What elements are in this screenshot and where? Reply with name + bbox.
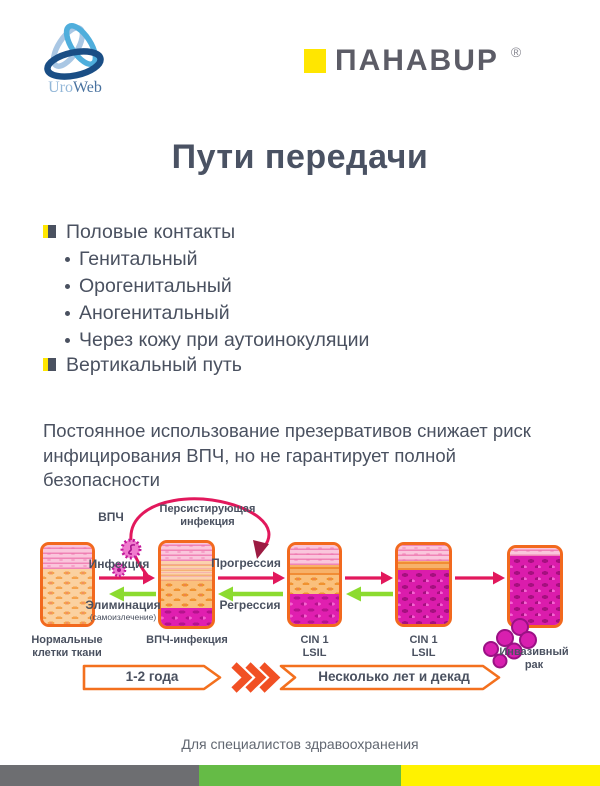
- timeline-right-label: Несколько лет и декад: [318, 669, 470, 684]
- tissue-layer: [398, 545, 449, 561]
- tissue-layer: [161, 607, 212, 626]
- list-subitem-label: Аногенитальный: [79, 302, 230, 324]
- tissue-layer: [161, 581, 212, 608]
- stage-normal-label-line2: клетки ткани: [32, 647, 102, 659]
- list-item-label: Вертикальный путь: [66, 354, 242, 376]
- stage-cin1b-label-line1: CIN 1: [409, 634, 438, 646]
- tissue-block-cin1-a: [287, 542, 342, 627]
- uroweb-logo-icon: UroWeb: [44, 23, 104, 96]
- footer-bar-green-segment: [199, 765, 401, 786]
- tissue-block-invasive-cancer: [507, 545, 563, 628]
- list-subitem-label: Через кожу при аутоинокуляции: [79, 329, 370, 351]
- panavir-wordmark: ПАНАВUP: [335, 44, 499, 77]
- dot-bullet-icon: [65, 257, 70, 262]
- loop-arrowhead-icon: [253, 540, 269, 559]
- elimination-label: Элиминация: [85, 598, 161, 612]
- vph-label: ВПЧ: [98, 510, 124, 524]
- list-item: Половые контакты: [43, 219, 235, 245]
- list-item-label: Половые контакты: [66, 221, 236, 243]
- tissue-layer: [398, 570, 449, 624]
- progression-arrows: [99, 571, 505, 585]
- regression-label: Регрессия: [219, 598, 281, 612]
- list-subitem: Орогенитальный: [65, 273, 232, 299]
- stage-cin1b-label-line2: LSIL: [411, 647, 436, 659]
- hpv-progression-diagram: ВПЧ Инфекция Персистирующая инфекция Про…: [0, 495, 600, 710]
- stage-normal-label-line1: Нормальные: [31, 634, 103, 646]
- timeline-arrow-shapes: [82, 664, 501, 691]
- tissue-block-cin1-b: [395, 542, 452, 627]
- audience-disclaimer: Для специалистов здравоохранения: [181, 736, 419, 752]
- infection-label: Инфекция: [88, 557, 150, 571]
- tissue-block-hpv-infection: [158, 540, 215, 629]
- tissue-layer: [290, 545, 339, 565]
- list-subitem-label: Орогенитальный: [79, 275, 232, 297]
- tissue-layer: [161, 561, 212, 582]
- hpv-virus-icon: [111, 538, 142, 578]
- square-bullet-icon: [43, 225, 56, 238]
- progression-label: Прогрессия: [211, 556, 281, 570]
- stage-invasive-label-line1: Инвазивный: [499, 646, 569, 658]
- square-bullet-icon: [43, 358, 56, 371]
- tissue-layer: [290, 564, 339, 576]
- tissue-block-normal: [40, 542, 95, 627]
- tissue-layer: [510, 548, 560, 556]
- tissue-layer: [510, 555, 560, 625]
- list-subitem: Генитальный: [65, 246, 198, 272]
- condom-note: Постоянное использование презервативов с…: [43, 420, 531, 490]
- uroweb-wordmark: UroWeb: [48, 79, 102, 96]
- persistent-infection-label-line1: Персистирующая: [159, 503, 256, 515]
- tissue-layer: [161, 543, 212, 562]
- stage-cin1a-label-line1: CIN 1: [300, 634, 329, 646]
- diagram-arrows-overlay: [82, 497, 537, 693]
- dot-bullet-icon: [65, 338, 70, 343]
- footer-color-bar: [0, 765, 600, 786]
- panavir-yellow-square-icon: [304, 49, 326, 73]
- timeline-chevrons-icon: [231, 662, 281, 693]
- footer-bar-gray-segment: [0, 765, 199, 786]
- dot-bullet-icon: [65, 284, 70, 289]
- invasive-cells-icon: [483, 618, 537, 669]
- timeline-left-label: 1-2 года: [125, 669, 179, 684]
- stage-hpv-label: ВПЧ-инфекция: [146, 634, 228, 646]
- persistent-infection-label-line2: инфекция: [180, 516, 235, 528]
- tissue-layer: [290, 593, 339, 624]
- stage-cin1a-label-line2: LSIL: [302, 647, 327, 659]
- tissue-layer: [398, 560, 449, 571]
- tissue-layer: [43, 545, 92, 569]
- registered-trademark-symbol: ®: [510, 44, 522, 60]
- persistent-infection-loop-arrow: [129, 497, 271, 576]
- dot-bullet-icon: [65, 311, 70, 316]
- tissue-layer: [290, 575, 339, 594]
- list-subitem-label: Генитальный: [79, 248, 198, 270]
- regression-arrows: [109, 586, 393, 602]
- panavir-logo: ПАНАВUP ®: [304, 44, 522, 77]
- list-item: Вертикальный путь: [43, 352, 242, 378]
- page-title: Пути передачи: [171, 138, 429, 176]
- stage-invasive-label-line2: рак: [524, 659, 544, 671]
- list-subitem: Аногенитальный: [65, 300, 230, 326]
- elimination-note-label: (самоизлечение): [89, 612, 157, 622]
- list-subitem: Через кожу при аутоинокуляции: [65, 327, 369, 353]
- footer-bar-yellow-segment: [401, 765, 600, 786]
- tissue-layer: [43, 568, 92, 624]
